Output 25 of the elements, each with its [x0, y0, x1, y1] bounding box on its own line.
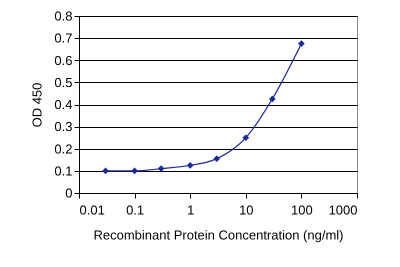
x-tick-label: 0.1	[126, 202, 144, 218]
point	[268, 96, 276, 102]
x-tick-label: 10	[239, 202, 254, 218]
y-tick-label: 0.6	[54, 52, 72, 68]
y-tick-label: 0.4	[54, 97, 72, 112]
y-tick-label: 0	[65, 186, 72, 200]
point	[158, 165, 164, 172]
x-tick-label: 1000	[328, 202, 358, 218]
x-axis-title: Recombinant Protein Concentration (ng/ml)	[93, 228, 344, 242]
point	[298, 40, 305, 48]
y-tick-label: 0.5	[54, 74, 72, 90]
point	[131, 168, 138, 174]
x-tick-label: 100	[291, 202, 313, 218]
point	[186, 162, 194, 169]
point	[102, 168, 109, 174]
x-tick-label: 1	[187, 202, 194, 218]
y-tick-label: 0.2	[54, 141, 72, 156]
point	[213, 155, 220, 162]
y-axis-title: OD 450	[29, 82, 44, 128]
y-tick-label: 0.1	[54, 163, 72, 178]
y-tick-label: 0.7	[54, 30, 72, 46]
x-tick-label: 0.01	[80, 202, 105, 218]
y-tick-label: 0.8	[54, 8, 72, 24]
point	[242, 134, 250, 142]
y-tick-label: 0.3	[54, 119, 72, 134]
